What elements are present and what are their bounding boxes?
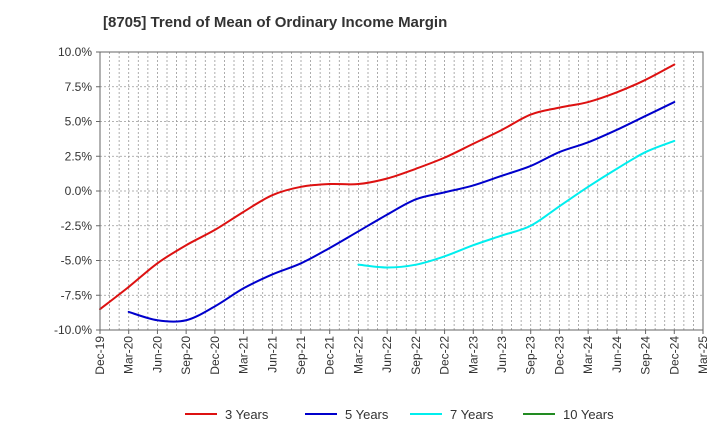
x-tick-label: Mar-25 — [696, 336, 710, 374]
x-tick-label: Dec-23 — [552, 336, 566, 375]
y-tick-label: -5.0% — [61, 254, 93, 268]
x-tick-label: Mar-24 — [581, 336, 595, 374]
x-tick-label: Mar-23 — [466, 336, 480, 374]
x-tick-label: Mar-22 — [351, 336, 365, 374]
series-line-7-years — [357, 139, 676, 269]
x-tick-label: Sep-24 — [639, 336, 653, 375]
x-tick-label: Mar-21 — [237, 336, 251, 374]
x-tick-label: Dec-24 — [667, 336, 681, 375]
x-tick-label: Jun-23 — [495, 336, 509, 373]
y-tick-label: 5.0% — [65, 115, 93, 129]
x-tick-label: Sep-20 — [179, 336, 193, 375]
series-line-5-years — [127, 101, 676, 323]
x-tick-label: Sep-21 — [294, 336, 308, 375]
y-tick-label: 7.5% — [65, 80, 93, 94]
y-tick-label: 10.0% — [58, 45, 92, 59]
x-tick-label: Jun-20 — [150, 336, 164, 373]
legend-label-7-years: 7 Years — [450, 407, 494, 422]
y-tick-label: -2.5% — [61, 219, 93, 233]
legend: 3 Years 5 Years 7 Years 10 Years — [185, 407, 614, 422]
y-tick-label: 0.0% — [65, 184, 93, 198]
series-line-3-years — [99, 63, 676, 311]
x-tick-label: Dec-19 — [93, 336, 107, 375]
x-axis-ticks: Dec-19 Mar-20 Jun-20 Sep-20 Dec-20 Mar-21 Jun-… — [93, 330, 710, 375]
x-tick-label: Dec-22 — [438, 336, 452, 375]
x-tick-label: Mar-20 — [122, 336, 136, 374]
x-tick-label: Sep-23 — [524, 336, 538, 375]
y-tick-label: -10.0% — [54, 323, 92, 337]
y-tick-label: 2.5% — [65, 149, 93, 163]
x-tick-label: Dec-20 — [208, 336, 222, 375]
y-tick-label: -7.5% — [61, 288, 93, 302]
legend-label-10-years: 10 Years — [563, 407, 614, 422]
series-layer — [99, 63, 676, 323]
legend-label-5-years: 5 Years — [345, 407, 389, 422]
grid-lines — [100, 52, 703, 330]
x-tick-label: Jun-22 — [380, 336, 394, 373]
x-tick-label: Sep-22 — [409, 336, 423, 375]
x-tick-label: Jun-24 — [610, 336, 624, 373]
x-tick-label: Jun-21 — [265, 336, 279, 373]
legend-label-3-years: 3 Years — [225, 407, 269, 422]
x-tick-label: Dec-21 — [323, 336, 337, 375]
chart-title: [8705] Trend of Mean of Ordinary Income … — [103, 14, 448, 31]
y-axis-ticks: 10.0% 7.5% 5.0% 2.5% 0.0% -2.5% -5.0% -7.5% -10.… — [54, 45, 100, 337]
